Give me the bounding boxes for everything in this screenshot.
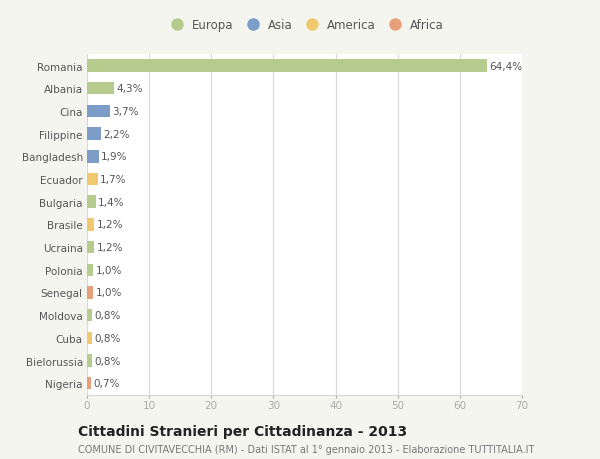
- Text: 1,7%: 1,7%: [100, 174, 127, 185]
- Bar: [87, 60, 487, 73]
- Text: 0,7%: 0,7%: [94, 378, 120, 388]
- Bar: [87, 151, 99, 163]
- Bar: [87, 309, 92, 322]
- Text: 1,2%: 1,2%: [97, 242, 124, 252]
- Text: 0,8%: 0,8%: [94, 356, 121, 366]
- Text: 0,8%: 0,8%: [94, 310, 121, 320]
- Bar: [87, 83, 114, 95]
- Bar: [87, 128, 101, 140]
- Bar: [87, 196, 96, 208]
- Text: 0,8%: 0,8%: [94, 333, 121, 343]
- Text: 1,2%: 1,2%: [97, 220, 124, 230]
- Text: 2,2%: 2,2%: [103, 129, 130, 140]
- Bar: [87, 332, 92, 344]
- Bar: [87, 241, 94, 254]
- Bar: [87, 354, 92, 367]
- Bar: [87, 264, 93, 276]
- Text: 1,4%: 1,4%: [98, 197, 125, 207]
- Text: 4,3%: 4,3%: [116, 84, 143, 94]
- Bar: [87, 174, 98, 186]
- Bar: [87, 218, 94, 231]
- Text: 1,0%: 1,0%: [96, 288, 122, 298]
- Text: 64,4%: 64,4%: [490, 62, 523, 72]
- Text: Cittadini Stranieri per Cittadinanza - 2013: Cittadini Stranieri per Cittadinanza - 2…: [78, 425, 407, 438]
- Text: 3,7%: 3,7%: [112, 106, 139, 117]
- Bar: [87, 377, 91, 390]
- Legend: Europa, Asia, America, Africa: Europa, Asia, America, Africa: [163, 17, 446, 34]
- Text: COMUNE DI CIVITAVECCHIA (RM) - Dati ISTAT al 1° gennaio 2013 - Elaborazione TUTT: COMUNE DI CIVITAVECCHIA (RM) - Dati ISTA…: [78, 444, 535, 454]
- Text: 1,9%: 1,9%: [101, 152, 128, 162]
- Bar: [87, 106, 110, 118]
- Bar: [87, 286, 93, 299]
- Text: 1,0%: 1,0%: [96, 265, 122, 275]
